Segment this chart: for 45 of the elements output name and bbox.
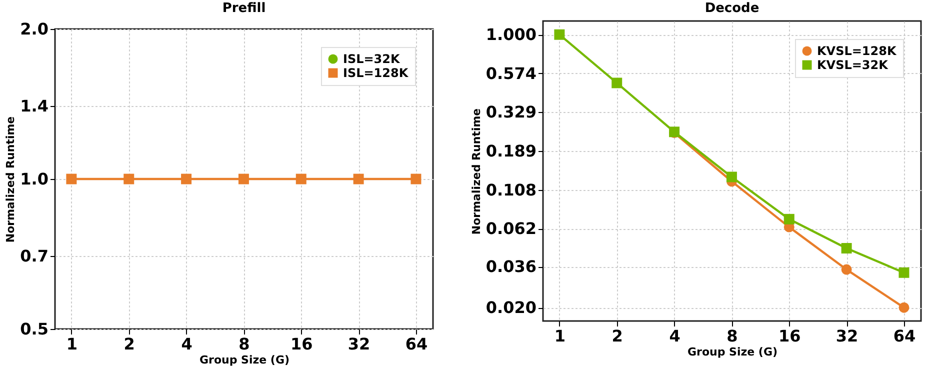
point	[612, 78, 622, 88]
x-tick-label: 1	[66, 334, 78, 354]
point	[898, 267, 910, 278]
legend-label: KVSL=128K	[817, 44, 897, 58]
legend-label: ISL=128K	[343, 66, 409, 80]
y-tick-label: 1.4	[20, 96, 48, 116]
y-tick-label: 0.020	[486, 298, 536, 318]
point	[898, 302, 910, 313]
x-tick-label: 64	[405, 334, 428, 354]
chart-title: Prefill	[222, 1, 266, 16]
x-tick-label: 16	[290, 334, 313, 354]
y-tick-label: 0.329	[486, 102, 536, 122]
y-tick-label: 0.574	[486, 64, 536, 83]
x-tick-label: 8	[238, 334, 250, 354]
y-tick-label: 1.000	[486, 25, 536, 44]
chart-title: Decode	[704, 1, 760, 16]
x-tick-label: 2	[124, 334, 135, 354]
point	[784, 214, 794, 224]
point	[554, 29, 565, 40]
x-tick-label: 32	[348, 334, 370, 354]
legend-label: KVSL=32K	[817, 58, 889, 72]
y-tick-label: 0.108	[486, 180, 536, 200]
x-tick-label: 32	[836, 326, 858, 346]
y-tick-label: 0.5	[20, 320, 48, 338]
x-axis-title: Group Size (G)	[687, 346, 778, 358]
point	[841, 243, 852, 254]
point	[841, 264, 852, 275]
x-axis-title: Group Size (G)	[199, 354, 290, 366]
legend-label: ISL=32K	[343, 52, 401, 66]
x-tick-label: 8	[726, 326, 738, 346]
x-tick-label: 2	[612, 326, 623, 346]
x-tick-label: 4	[181, 334, 192, 354]
x-tick-label: 16	[778, 326, 801, 346]
y-axis-title: Normalized Runtime	[470, 108, 483, 235]
x-tick-label: 1	[554, 326, 566, 346]
y-tick-label: 1.0	[20, 170, 48, 188]
point	[726, 172, 737, 182]
y-tick-label: 0.036	[486, 257, 536, 276]
y-tick-label: 0.062	[486, 219, 536, 238]
x-tick-label: 4	[669, 326, 680, 346]
y-tick-label: 0.7	[20, 246, 48, 266]
y-axis-title: Normalized Runtime	[4, 116, 18, 243]
y-tick-label: 0.189	[486, 141, 536, 160]
y-tick-label: 2.0	[20, 20, 48, 38]
x-tick-label: 64	[893, 326, 916, 346]
